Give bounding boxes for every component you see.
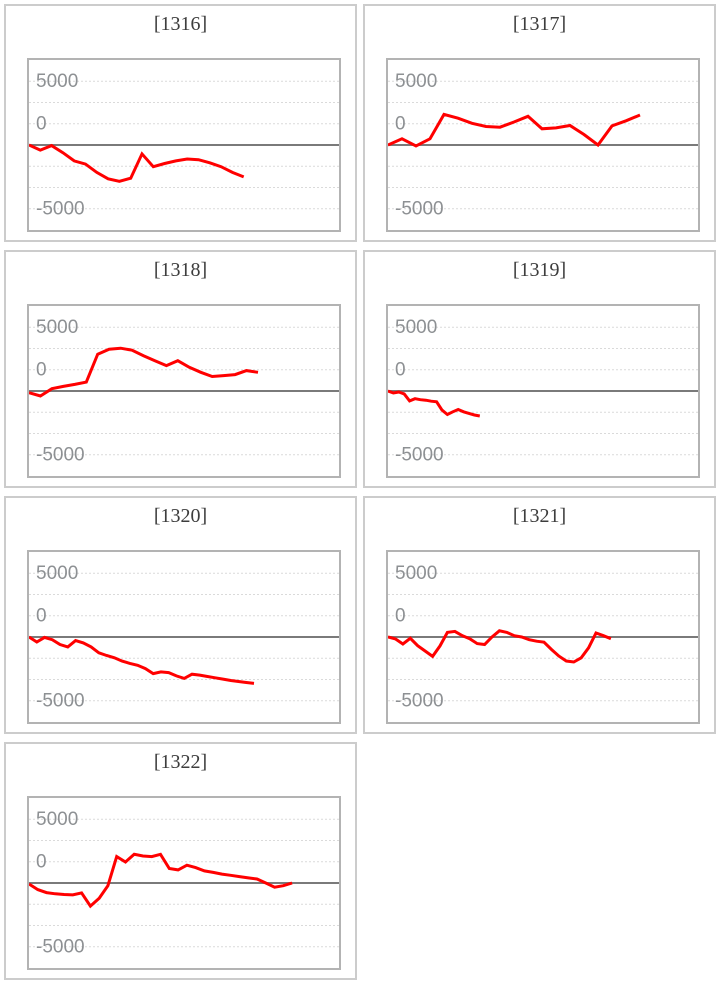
chart-panel-1318: [1318] 5000 0 -5000 — [4, 250, 357, 488]
svg-text:-5000: -5000 — [36, 198, 85, 219]
chart-title: [1319] — [512, 259, 567, 281]
chart-plot-area: 5000 0 -5000 — [27, 550, 341, 724]
chart-panel-1317: [1317] 5000 0 -5000 — [363, 4, 716, 242]
svg-text:0: 0 — [36, 851, 47, 872]
chart-panel-1322: [1322] 5000 0 -5000 — [4, 742, 357, 980]
chart-panel-1319: [1319] 5000 0 -5000 — [363, 250, 716, 488]
svg-text:-5000: -5000 — [395, 198, 444, 219]
svg-text:0: 0 — [395, 113, 406, 134]
chart-title: [1320] — [153, 505, 208, 527]
svg-text:5000: 5000 — [395, 563, 437, 584]
line-chart-svg: 5000 0 -5000 — [388, 71, 698, 219]
svg-text:5000: 5000 — [395, 317, 437, 338]
svg-text:5000: 5000 — [36, 317, 78, 338]
svg-text:-5000: -5000 — [36, 690, 85, 711]
chart-plot-area: 5000 0 -5000 — [386, 550, 700, 724]
chart-title: [1316] — [153, 13, 208, 35]
svg-text:0: 0 — [395, 359, 406, 380]
svg-text:5000: 5000 — [36, 809, 78, 830]
chart-title: [1322] — [153, 751, 208, 773]
chart-panel-1321: [1321] 5000 0 -5000 — [363, 496, 716, 734]
chart-title: [1317] — [512, 13, 567, 35]
svg-text:5000: 5000 — [36, 71, 78, 92]
chart-panel-1316: [1316] 5000 0 -5000 — [4, 4, 357, 242]
chart-plot-area: 5000 0 -5000 — [386, 58, 700, 232]
svg-text:5000: 5000 — [36, 563, 78, 584]
chart-plot-area: 5000 0 -5000 — [27, 304, 341, 478]
line-chart-svg: 5000 0 -5000 — [29, 563, 339, 711]
line-chart-svg: 5000 0 -5000 — [29, 317, 339, 465]
svg-text:-5000: -5000 — [395, 690, 444, 711]
chart-title: [1318] — [153, 259, 208, 281]
chart-plot-area: 5000 0 -5000 — [386, 304, 700, 478]
svg-text:5000: 5000 — [395, 71, 437, 92]
chart-plot-area: 5000 0 -5000 — [27, 58, 341, 232]
line-chart-svg: 5000 0 -5000 — [388, 563, 698, 711]
chart-plot-area: 5000 0 -5000 — [27, 796, 341, 970]
line-chart-svg: 5000 0 -5000 — [29, 809, 339, 957]
line-chart-svg: 5000 0 -5000 — [388, 317, 698, 465]
svg-text:-5000: -5000 — [395, 444, 444, 465]
svg-text:0: 0 — [36, 605, 47, 626]
svg-text:0: 0 — [36, 113, 47, 134]
line-chart-svg: 5000 0 -5000 — [29, 71, 339, 219]
svg-text:0: 0 — [36, 359, 47, 380]
svg-text:-5000: -5000 — [36, 936, 85, 957]
chart-title: [1321] — [512, 505, 567, 527]
svg-text:-5000: -5000 — [36, 444, 85, 465]
chart-panel-1320: [1320] 5000 0 -5000 — [4, 496, 357, 734]
svg-text:0: 0 — [395, 605, 406, 626]
